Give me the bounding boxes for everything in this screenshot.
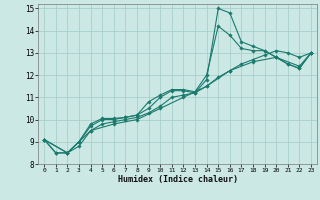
X-axis label: Humidex (Indice chaleur): Humidex (Indice chaleur): [118, 175, 238, 184]
